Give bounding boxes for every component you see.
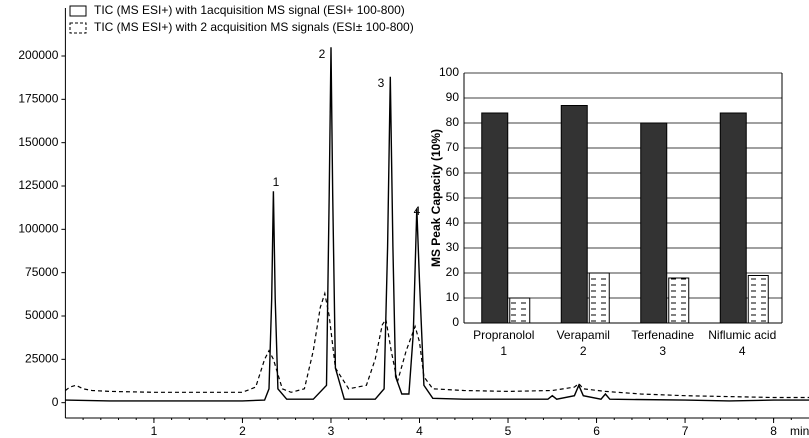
- y-tick-label: 50: [446, 190, 460, 204]
- y-tick-label: 10: [446, 290, 460, 304]
- y-tick-label: 40: [446, 215, 460, 229]
- x-tick-label: Verapamil: [557, 328, 610, 342]
- y-tick-label: 100: [439, 65, 459, 79]
- x-tick-label: 7: [682, 424, 689, 438]
- y-tick-label: 60: [446, 165, 460, 179]
- y-tick-label: 0: [452, 315, 459, 329]
- x-tick-number: 1: [500, 344, 507, 358]
- y-tick-label: 70: [446, 140, 460, 154]
- y-tick-label: 0: [52, 395, 59, 409]
- x-tick-label: 4: [416, 424, 423, 438]
- x-tick-label: 5: [505, 424, 512, 438]
- bar: [719, 112, 747, 324]
- y-tick-label: 30: [446, 240, 460, 254]
- y-tick-label: 50000: [25, 308, 59, 322]
- legend-swatch: [69, 22, 87, 34]
- y-tick-label: 200000: [18, 48, 58, 62]
- inset: 0 10 20 30 40 50 60 70 80 90 100 MS Peak Capacity (…: [429, 65, 783, 358]
- data-line: [65, 47, 809, 402]
- bar: [747, 275, 769, 324]
- bar: [668, 277, 690, 324]
- bar: [640, 122, 668, 324]
- bar: [509, 297, 531, 324]
- x-tick-label: 2: [239, 424, 246, 438]
- x-axis-label: min: [790, 424, 809, 438]
- legend-swatch: [69, 5, 87, 17]
- y-tick-label: 80: [446, 115, 460, 129]
- y-tick-label: 20: [446, 265, 460, 279]
- peak-label: 2: [319, 47, 326, 61]
- x-tick-label: 8: [770, 424, 777, 438]
- x-tick-label: Niflumic acid: [708, 328, 776, 342]
- legend-label: TIC (MS ESI+) with 1acquisition MS signa…: [94, 3, 405, 17]
- peak-label: 3: [378, 76, 385, 90]
- x-tick-number: 3: [659, 344, 666, 358]
- x-tick-label: Propranolol: [473, 328, 534, 342]
- data-line: [65, 291, 809, 399]
- y-axis-label: MS Peak Capacity (10%): [429, 129, 443, 267]
- peak-label: 1: [273, 175, 280, 189]
- y-tick-label: 100000: [18, 222, 58, 236]
- y-tick-label: 75000: [25, 265, 59, 279]
- y-tick-label: 25000: [25, 352, 59, 366]
- x-tick-number: 4: [739, 344, 746, 358]
- y-tick-label: 175000: [18, 92, 58, 106]
- x-tick-label: Terfenadine: [631, 328, 694, 342]
- x-tick-number: 2: [580, 344, 587, 358]
- x-tick-label: 1: [151, 424, 158, 438]
- y-tick-label: 90: [446, 90, 460, 104]
- bar: [588, 272, 610, 324]
- x-tick-label: 3: [328, 424, 335, 438]
- bar: [481, 112, 509, 324]
- x-tick-label: 6: [593, 424, 600, 438]
- bar: [560, 105, 588, 324]
- peak-label: 4: [414, 204, 421, 218]
- legend-label: TIC (MS ESI+) with 2 acquisition MS sign…: [94, 20, 414, 34]
- y-tick-label: 150000: [18, 135, 58, 149]
- y-tick-label: 125000: [18, 178, 58, 192]
